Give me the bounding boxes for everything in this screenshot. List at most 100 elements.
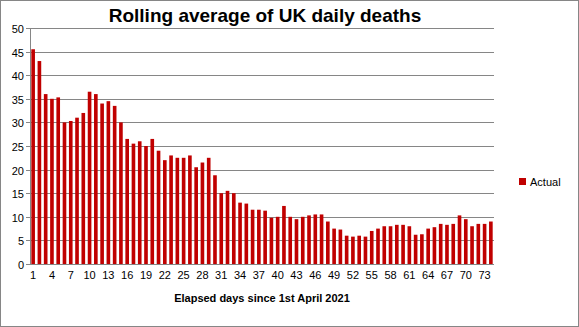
chart-frame xyxy=(1,1,579,327)
bar xyxy=(270,218,274,264)
x-tick-label: 58 xyxy=(384,269,396,281)
bar xyxy=(320,214,324,264)
bar xyxy=(50,99,54,264)
bar xyxy=(395,225,399,264)
x-tick-label: 49 xyxy=(328,269,340,281)
legend-swatch xyxy=(519,178,526,185)
bar xyxy=(107,101,111,264)
x-tick-label: 61 xyxy=(403,269,415,281)
x-tick-label: 43 xyxy=(290,269,302,281)
y-tick xyxy=(26,28,30,29)
bar xyxy=(313,214,317,264)
grid-line xyxy=(30,28,494,29)
bar xyxy=(351,237,355,264)
bar xyxy=(295,219,299,264)
y-tick-label: 35 xyxy=(12,94,24,106)
bar xyxy=(445,225,449,264)
bar xyxy=(163,160,167,264)
x-tick-label: 55 xyxy=(366,269,378,281)
bar xyxy=(125,139,129,264)
y-tick-label: 30 xyxy=(12,117,24,129)
bar xyxy=(439,224,443,264)
y-tick xyxy=(26,122,30,123)
grid-line xyxy=(30,264,494,265)
bar xyxy=(31,49,35,264)
bar xyxy=(326,222,330,264)
bar xyxy=(364,237,368,264)
bar xyxy=(276,217,280,264)
bar xyxy=(38,61,42,264)
bar xyxy=(332,229,336,264)
x-tick-label: 1 xyxy=(30,269,36,281)
bar xyxy=(144,146,148,264)
y-tick-label: 10 xyxy=(12,212,24,224)
bar xyxy=(232,193,236,264)
y-tick-label: 5 xyxy=(18,235,24,247)
y-tick-label: 20 xyxy=(12,165,24,177)
bar xyxy=(219,193,223,264)
grid-line xyxy=(30,52,494,53)
bar xyxy=(389,226,393,264)
y-tick-label: 50 xyxy=(12,23,24,35)
x-tick-label: 40 xyxy=(272,269,284,281)
bar xyxy=(119,122,123,264)
bar xyxy=(357,236,361,264)
x-tick-label: 22 xyxy=(159,269,171,281)
bar xyxy=(157,151,161,264)
bar xyxy=(451,224,455,264)
y-tick xyxy=(26,170,30,171)
x-tick-label: 25 xyxy=(177,269,189,281)
y-tick xyxy=(26,193,30,194)
y-axis xyxy=(30,28,31,264)
bar xyxy=(182,158,186,264)
bar xyxy=(263,211,267,264)
bar xyxy=(464,219,468,264)
grid-line xyxy=(30,240,494,241)
grid-line xyxy=(30,146,494,147)
bar xyxy=(470,226,474,264)
x-axis xyxy=(30,264,494,265)
bar xyxy=(376,229,380,264)
bar xyxy=(213,175,217,264)
y-tick-label: 45 xyxy=(12,47,24,59)
grid-line xyxy=(30,75,494,76)
bar xyxy=(94,94,98,264)
x-tick-label: 4 xyxy=(49,269,55,281)
y-tick xyxy=(26,52,30,53)
bar xyxy=(251,210,255,264)
bars xyxy=(31,49,492,264)
bar xyxy=(150,139,154,264)
bar xyxy=(100,104,104,264)
y-tick-label: 40 xyxy=(12,70,24,82)
x-tick-label: 16 xyxy=(121,269,133,281)
x-tick-label: 37 xyxy=(253,269,265,281)
bar xyxy=(75,118,79,264)
grid-line xyxy=(30,99,494,100)
x-tick-label: 13 xyxy=(102,269,114,281)
y-tick-label: 15 xyxy=(12,188,24,200)
bar xyxy=(257,210,261,264)
bar xyxy=(132,144,136,264)
y-tick xyxy=(26,264,30,265)
bar xyxy=(288,217,292,264)
grid-line xyxy=(30,217,494,218)
bar xyxy=(207,158,211,264)
bar xyxy=(489,222,493,264)
bar xyxy=(339,230,343,264)
grid-line xyxy=(30,122,494,123)
x-tick-label: 19 xyxy=(140,269,152,281)
bar xyxy=(138,141,142,264)
x-tick-label: 73 xyxy=(478,269,490,281)
bar xyxy=(420,234,424,264)
chart: 0510152025303540455014710131619222528313… xyxy=(0,0,579,327)
bar xyxy=(426,229,430,264)
bar xyxy=(69,121,73,264)
bar xyxy=(88,92,92,264)
y-tick xyxy=(26,146,30,147)
bar xyxy=(44,94,48,264)
legend-label: Actual xyxy=(530,176,561,188)
y-tick xyxy=(26,99,30,100)
grid-line xyxy=(30,193,494,194)
bar xyxy=(301,217,305,264)
bar xyxy=(113,106,117,264)
